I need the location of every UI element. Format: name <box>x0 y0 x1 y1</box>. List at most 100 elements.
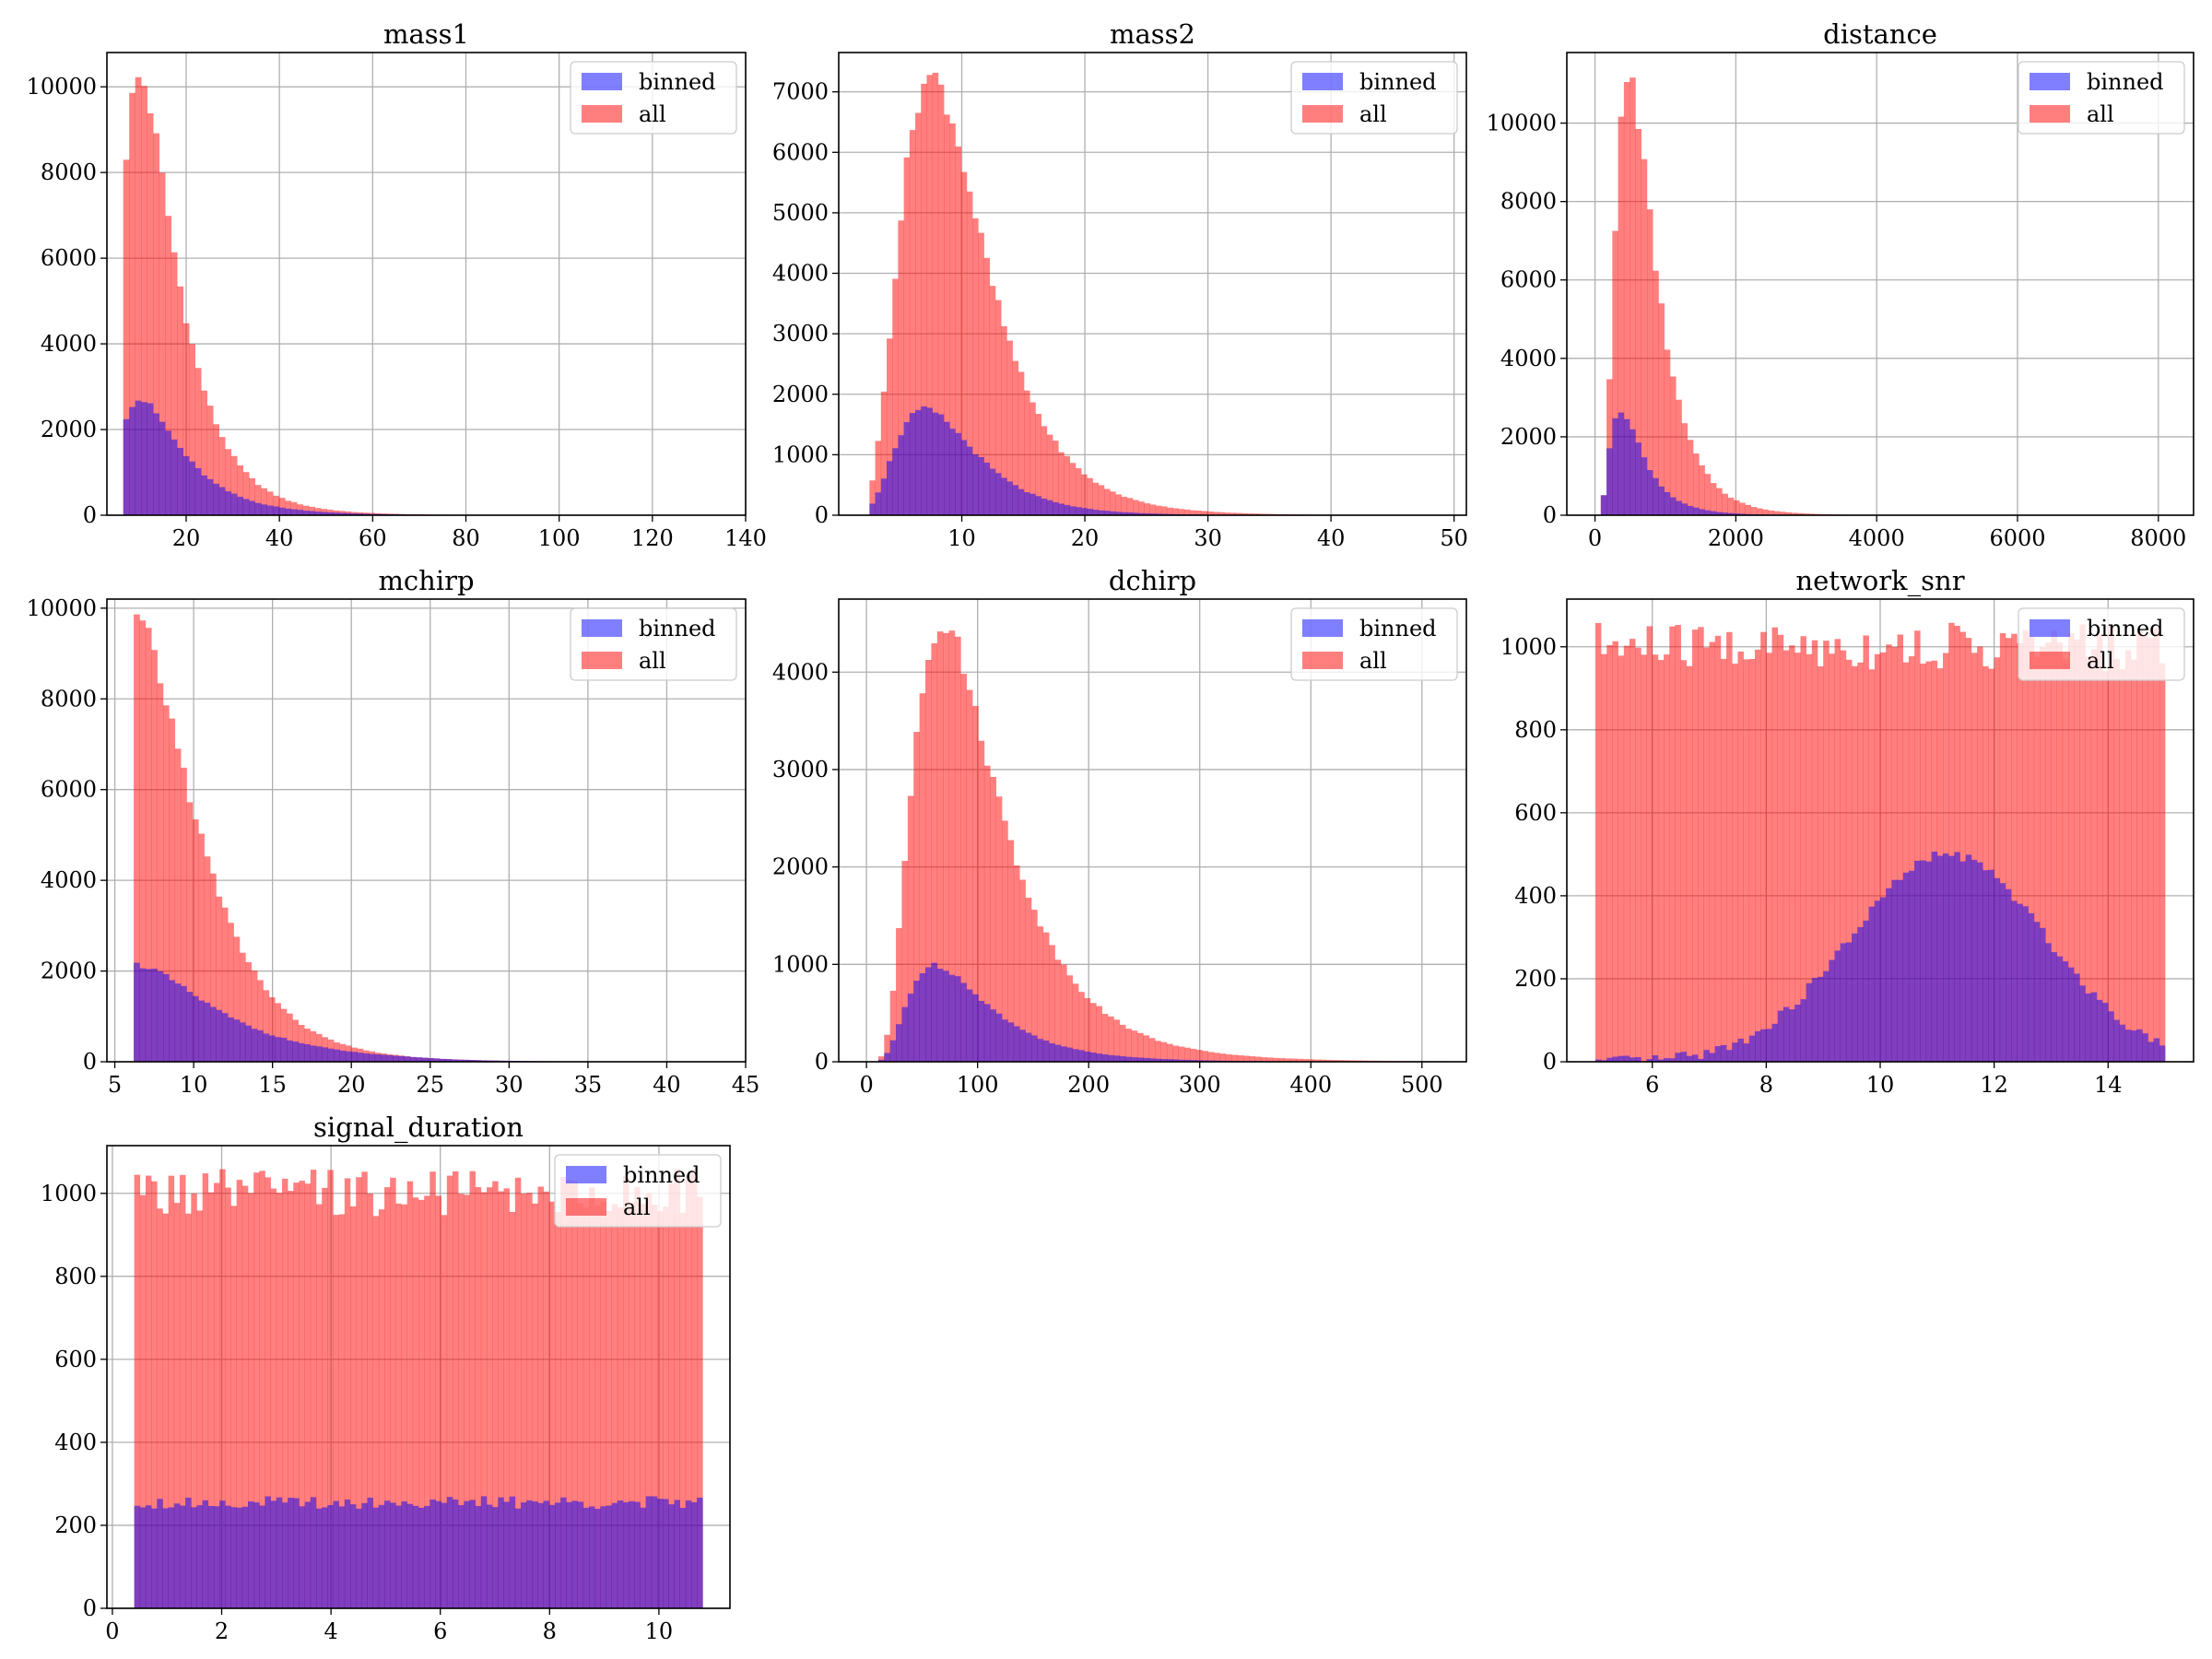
bar-binned <box>2079 985 2086 1062</box>
bar-binned <box>1600 495 1607 515</box>
bar-all <box>2051 630 2057 1062</box>
bar-all <box>1704 474 1712 515</box>
bar-binned <box>983 462 991 515</box>
chart-title: network_snr <box>1795 565 1964 597</box>
bar-binned <box>314 512 322 515</box>
bar-all <box>1214 1053 1220 1062</box>
bar-all <box>2131 659 2137 1062</box>
bar-all <box>1138 501 1145 515</box>
panel-mass1: 20 40 60 80 100 120 140 0 2000 4000 6000 8000 10000 m… <box>27 18 767 551</box>
x-tick-label: 100 <box>538 525 581 551</box>
bar-all <box>219 1169 226 1608</box>
bar-binned <box>198 1000 205 1062</box>
bar-all <box>1954 626 1960 1062</box>
bar-binned <box>1092 510 1100 515</box>
bar-all <box>458 1194 465 1608</box>
bar-binned <box>182 456 190 515</box>
bar-all <box>2108 624 2114 1062</box>
x-tick-label: 0 <box>105 1618 119 1644</box>
bar-binned <box>1931 851 1938 1062</box>
bar-binned <box>640 1507 646 1608</box>
bar-binned <box>2022 906 2030 1062</box>
bar-binned <box>1675 1053 1681 1062</box>
bar-all <box>278 498 286 515</box>
bar-all <box>1115 494 1122 515</box>
bar-all <box>537 1186 544 1608</box>
bar-all <box>2045 642 2052 1062</box>
bar-binned <box>351 1052 358 1062</box>
bar-all <box>1024 390 1030 515</box>
bar-all <box>475 1187 482 1608</box>
bars <box>134 1169 703 1608</box>
bar-binned <box>1748 1035 1756 1062</box>
bar-all <box>1212 512 1219 515</box>
bar-all <box>2159 663 2166 1062</box>
bar-binned <box>2011 900 2018 1062</box>
bar-binned <box>206 478 214 515</box>
bar-all <box>1808 513 1815 515</box>
bar-binned <box>281 1502 288 1608</box>
bar-all <box>1125 1029 1132 1062</box>
bar-all <box>390 1177 396 1608</box>
bar-all <box>931 642 938 1062</box>
legend-swatch-binned <box>1302 619 1343 637</box>
bar-binned <box>304 1043 311 1062</box>
bar-binned <box>972 994 979 1062</box>
bar-all <box>1143 1035 1150 1062</box>
bar-binned <box>1606 448 1613 515</box>
bar-binned <box>966 989 973 1062</box>
bar-all <box>129 92 136 515</box>
x-tick-label: 50 <box>1440 525 1468 551</box>
bar-binned <box>207 1505 215 1608</box>
y-tick-label: 10000 <box>1487 111 1557 136</box>
bar-all <box>1657 660 1665 1062</box>
bar-binned <box>239 1022 246 1062</box>
bar-binned <box>1037 1039 1044 1062</box>
bar-all <box>309 506 316 515</box>
bar-all <box>1178 1046 1185 1062</box>
legend-swatch-all <box>1302 105 1343 123</box>
bar-binned <box>463 1059 470 1062</box>
bar-binned <box>1704 510 1712 515</box>
bar-all <box>1284 1058 1291 1062</box>
bar-binned <box>1977 862 1983 1062</box>
bar-all <box>1206 511 1214 515</box>
bar-binned <box>1863 920 1869 1062</box>
y-tick-label: 4000 <box>41 331 97 357</box>
bar-all <box>179 1174 186 1608</box>
bar-all <box>1768 510 1775 515</box>
bar-all <box>1053 441 1059 515</box>
bar-binned <box>2108 1011 2114 1062</box>
bar-binned <box>345 1051 352 1062</box>
bar-binned <box>233 1019 241 1062</box>
bar-all <box>901 861 909 1062</box>
bar-binned <box>1789 1009 1795 1062</box>
y-tick-label: 0 <box>83 1049 97 1075</box>
legend-label-all: all <box>1359 101 1387 127</box>
bar-all <box>903 157 911 515</box>
bar-all <box>372 1216 380 1608</box>
bar-all <box>2028 636 2035 1062</box>
bar-binned <box>1042 1040 1050 1062</box>
bar-all <box>236 1180 243 1608</box>
bar-all <box>1676 399 1682 515</box>
bar-binned <box>548 1504 556 1608</box>
bar-binned <box>141 402 148 515</box>
bar-binned <box>321 512 328 515</box>
bar-binned <box>617 1500 624 1608</box>
bar-binned <box>1002 1019 1008 1062</box>
bar-binned <box>196 1505 203 1608</box>
bar-binned <box>253 1502 260 1608</box>
bar-binned <box>1049 1042 1055 1062</box>
bar-binned <box>915 409 922 515</box>
bar-all <box>1190 1048 1197 1062</box>
bar-all <box>1771 627 1779 1062</box>
legend-swatch-all <box>582 105 622 123</box>
bar-binned <box>265 1496 271 1608</box>
bar-all <box>1845 659 1853 1062</box>
y-tick-label: 8000 <box>41 159 97 185</box>
bar-all <box>1172 508 1179 515</box>
bar-binned <box>1064 504 1071 515</box>
bar-all <box>983 765 991 1062</box>
bar-all <box>401 1204 407 1608</box>
